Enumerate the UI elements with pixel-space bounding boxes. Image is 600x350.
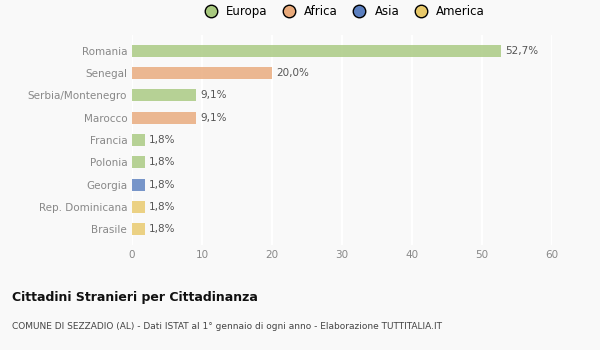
Text: 52,7%: 52,7%: [505, 46, 538, 56]
Bar: [132, 156, 145, 168]
Text: 1,8%: 1,8%: [149, 180, 175, 190]
Text: Cittadini Stranieri per Cittadinanza: Cittadini Stranieri per Cittadinanza: [12, 290, 258, 303]
Bar: [132, 178, 145, 191]
Bar: [132, 89, 196, 101]
Bar: [132, 44, 501, 57]
Text: 9,1%: 9,1%: [200, 113, 226, 122]
Bar: [132, 67, 272, 79]
Text: 1,8%: 1,8%: [149, 224, 175, 234]
Text: COMUNE DI SEZZADIO (AL) - Dati ISTAT al 1° gennaio di ogni anno - Elaborazione T: COMUNE DI SEZZADIO (AL) - Dati ISTAT al …: [12, 322, 442, 331]
Text: 1,8%: 1,8%: [149, 202, 175, 212]
Bar: [132, 112, 196, 124]
Text: 20,0%: 20,0%: [276, 68, 309, 78]
Bar: [132, 223, 145, 236]
Bar: [132, 134, 145, 146]
Text: 1,8%: 1,8%: [149, 135, 175, 145]
Legend: Europa, Africa, Asia, America: Europa, Africa, Asia, America: [197, 3, 487, 21]
Bar: [132, 201, 145, 213]
Text: 9,1%: 9,1%: [200, 90, 226, 100]
Text: 1,8%: 1,8%: [149, 158, 175, 167]
